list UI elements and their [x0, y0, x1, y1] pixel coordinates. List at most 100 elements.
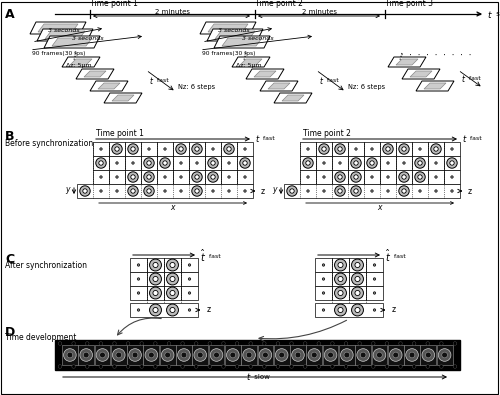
- Text: fast: fast: [325, 79, 339, 83]
- Circle shape: [344, 352, 350, 358]
- Bar: [221, 170, 237, 184]
- Circle shape: [322, 147, 326, 151]
- Circle shape: [387, 162, 389, 164]
- Circle shape: [181, 365, 184, 368]
- Circle shape: [138, 292, 140, 294]
- Polygon shape: [200, 22, 256, 34]
- Bar: [332, 170, 348, 184]
- Circle shape: [453, 342, 457, 345]
- Circle shape: [451, 190, 453, 192]
- Circle shape: [126, 342, 130, 345]
- Circle shape: [188, 264, 190, 266]
- Bar: [94, 345, 110, 365]
- Circle shape: [164, 190, 166, 192]
- Text: Δz: 5μm: Δz: 5μm: [66, 64, 92, 68]
- Circle shape: [435, 162, 437, 164]
- Circle shape: [132, 352, 138, 358]
- Bar: [364, 170, 380, 184]
- Bar: [173, 156, 189, 170]
- Circle shape: [64, 349, 76, 361]
- Circle shape: [224, 144, 234, 154]
- Circle shape: [354, 161, 358, 165]
- Bar: [157, 156, 173, 170]
- Circle shape: [99, 365, 102, 368]
- Circle shape: [188, 278, 190, 280]
- Circle shape: [276, 342, 280, 345]
- Circle shape: [262, 365, 266, 368]
- Circle shape: [147, 189, 151, 193]
- Bar: [109, 170, 125, 184]
- Circle shape: [354, 175, 358, 179]
- Bar: [380, 170, 396, 184]
- Text: Time point 1: Time point 1: [96, 128, 144, 137]
- Polygon shape: [70, 59, 92, 65]
- Circle shape: [307, 190, 309, 192]
- Bar: [237, 156, 253, 170]
- Circle shape: [170, 307, 175, 312]
- Polygon shape: [402, 69, 440, 79]
- Circle shape: [212, 148, 214, 150]
- Bar: [237, 142, 253, 156]
- Circle shape: [164, 176, 166, 178]
- Bar: [444, 156, 460, 170]
- Circle shape: [426, 342, 430, 345]
- Text: $t$: $t$: [319, 75, 324, 87]
- Circle shape: [99, 342, 102, 345]
- Circle shape: [324, 349, 337, 361]
- Circle shape: [153, 307, 158, 312]
- Circle shape: [58, 342, 62, 345]
- Circle shape: [292, 349, 304, 361]
- Circle shape: [412, 342, 416, 345]
- Circle shape: [144, 186, 154, 196]
- Bar: [147, 286, 164, 300]
- Bar: [322, 345, 338, 365]
- Circle shape: [358, 342, 362, 345]
- Bar: [284, 184, 460, 198]
- Circle shape: [279, 352, 284, 358]
- Circle shape: [170, 276, 175, 282]
- Circle shape: [140, 342, 143, 345]
- Circle shape: [128, 172, 138, 182]
- Polygon shape: [214, 36, 270, 48]
- Circle shape: [72, 365, 76, 368]
- Circle shape: [147, 161, 151, 165]
- Bar: [332, 272, 349, 286]
- Circle shape: [355, 148, 357, 150]
- Circle shape: [295, 352, 301, 358]
- Circle shape: [340, 349, 353, 361]
- Text: 2 minutes: 2 minutes: [302, 9, 338, 15]
- Bar: [205, 170, 221, 184]
- Circle shape: [150, 259, 162, 271]
- Circle shape: [181, 342, 184, 345]
- Circle shape: [399, 186, 409, 196]
- Bar: [348, 142, 364, 156]
- Text: slow: slow: [494, 11, 500, 17]
- Circle shape: [131, 147, 135, 151]
- Circle shape: [435, 190, 437, 192]
- Circle shape: [374, 278, 376, 280]
- Circle shape: [100, 148, 102, 150]
- Polygon shape: [240, 59, 262, 65]
- Circle shape: [373, 349, 386, 361]
- Text: D: D: [5, 326, 15, 339]
- Circle shape: [164, 148, 166, 150]
- Circle shape: [290, 365, 294, 368]
- Circle shape: [334, 287, 346, 299]
- Text: z: z: [392, 305, 396, 314]
- Bar: [316, 142, 332, 156]
- Circle shape: [153, 290, 158, 295]
- Circle shape: [116, 190, 118, 192]
- Circle shape: [196, 162, 198, 164]
- Circle shape: [148, 148, 150, 150]
- Bar: [366, 286, 383, 300]
- Bar: [208, 345, 224, 365]
- Circle shape: [222, 342, 225, 345]
- Circle shape: [426, 352, 431, 358]
- Circle shape: [212, 190, 214, 192]
- Circle shape: [322, 278, 324, 280]
- Text: Δz: 5μm: Δz: 5μm: [236, 64, 262, 68]
- Circle shape: [447, 158, 457, 168]
- Circle shape: [450, 161, 454, 165]
- Text: · · · · · · · · ·: · · · · · · · · ·: [400, 52, 472, 58]
- Circle shape: [194, 349, 206, 361]
